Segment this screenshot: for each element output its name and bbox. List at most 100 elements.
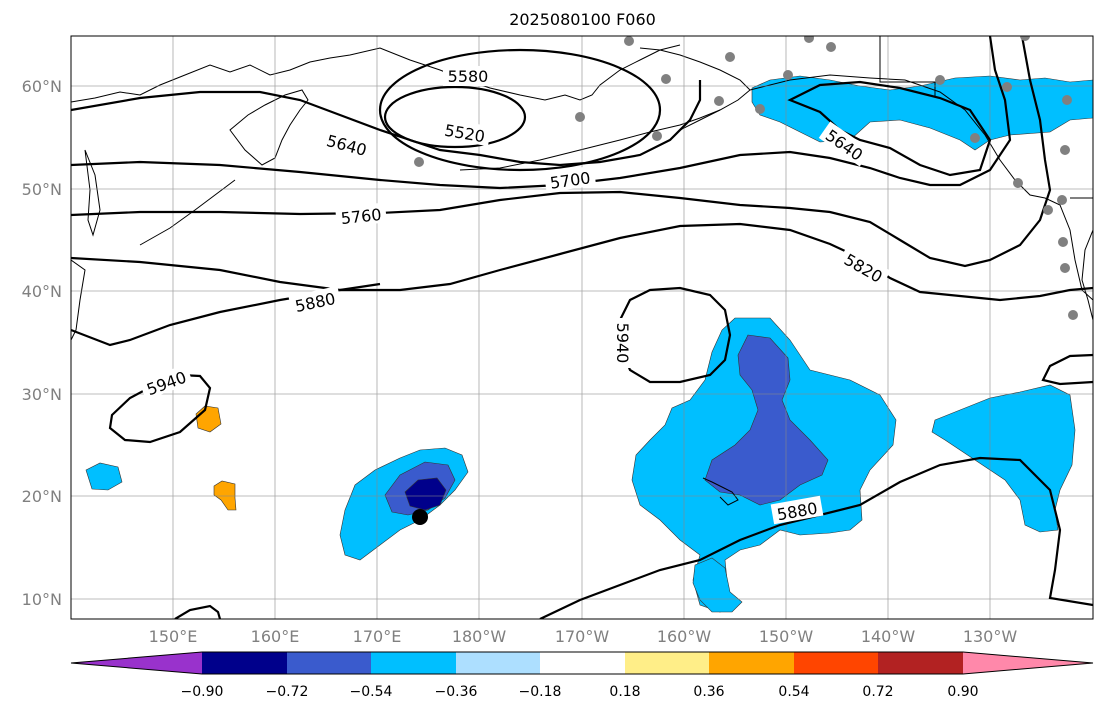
station-marker [652, 131, 662, 141]
colorbar-swatch [625, 652, 709, 674]
lat-label: 40°N [22, 282, 62, 301]
contour-5520 [383, 85, 527, 149]
colorbar-tick-label: 0.36 [693, 684, 724, 700]
coast-japan [71, 259, 86, 341]
coast-kuril [139, 179, 236, 246]
coastlines [71, 36, 1093, 506]
lat-label: 30°N [22, 385, 62, 404]
colorbar-swatch [709, 652, 794, 674]
colorbar-swatch [71, 652, 202, 674]
colorbar-tick-label: −0.54 [350, 684, 393, 700]
colorbar-tick-label: −0.72 [266, 684, 309, 700]
station-marker [826, 42, 836, 52]
negative-region-small [85, 462, 123, 491]
lon-label: 130°W [963, 627, 1018, 646]
lat-label: 50°N [22, 180, 62, 199]
colorbar-swatch [540, 652, 625, 674]
colorbar-swatch [202, 652, 287, 674]
lon-label: 170°E [353, 627, 402, 646]
colorbar-swatch [963, 652, 1093, 674]
colorbar-tick-label: −0.90 [181, 684, 224, 700]
contour-5940-west [108, 373, 212, 444]
colorbar-ticks: −0.90 −0.72 −0.54 −0.36 −0.18 0.18 0.36 … [181, 684, 979, 700]
colorbar [70, 651, 1094, 675]
coast-sakhalin [84, 149, 101, 237]
contour-5700 [71, 36, 1012, 190]
coast-alaska-west [639, 47, 751, 131]
lon-label: 160°W [657, 627, 712, 646]
station-marker [1062, 95, 1072, 105]
station-marker [1020, 36, 1030, 41]
colorbar-swatch [878, 652, 963, 674]
contour-5640 [71, 80, 702, 167]
station-marker [1060, 145, 1070, 155]
station-marker [661, 74, 671, 84]
station-marker [725, 52, 735, 62]
colorbar-tick-label: −0.36 [435, 684, 478, 700]
colorbar-tick-label: 0.90 [947, 684, 978, 700]
station-markers [414, 36, 1078, 320]
station-marker [624, 36, 634, 46]
graticule [71, 36, 1093, 619]
shaded-field [85, 75, 1093, 613]
station-marker [1013, 178, 1023, 188]
station-marker [1002, 82, 1012, 92]
contour-label: 5760 [340, 205, 382, 228]
longitude-labels: 150°E 160°E 170°E 180°W 170°W 160°W 150°… [149, 627, 1018, 646]
colorbar-tick-label: 0.54 [778, 684, 809, 700]
station-marker [970, 133, 980, 143]
contour-bottom [174, 604, 222, 619]
storm-marker [412, 509, 428, 525]
coast-aleutians [459, 109, 721, 171]
lon-label: 140°W [861, 627, 916, 646]
contour-5880 [539, 456, 1093, 619]
contour-5940-central [618, 286, 732, 384]
colorbar-outline [70, 651, 1094, 675]
deep-negative-west [404, 477, 447, 511]
colorbar-swatch [456, 652, 540, 674]
strong-negative-central [704, 334, 829, 506]
station-marker [575, 112, 585, 122]
colorbar-swatch [287, 652, 371, 674]
colorbar-tick-label: 0.72 [862, 684, 893, 700]
coast-hawaii [702, 477, 739, 506]
coast-alaska-south [749, 74, 1093, 301]
station-marker [935, 75, 945, 85]
negative-region-sea [692, 557, 743, 613]
station-marker [1058, 237, 1068, 247]
colorbar-tick-label: 0.18 [609, 684, 640, 700]
station-marker [714, 96, 724, 106]
positive-region-2 [213, 480, 237, 511]
latitude-labels: 60°N 50°N 40°N 30°N 20°N 10°N [22, 77, 62, 609]
lon-label: 150°W [759, 627, 814, 646]
colorbar-swatch [371, 652, 456, 674]
lat-label: 10°N [22, 590, 62, 609]
plot-frame [70, 35, 1094, 620]
contour-5580 [378, 48, 662, 172]
lon-label: 170°W [555, 627, 610, 646]
contour-5880-east [1041, 353, 1093, 386]
coast-kamchatka [229, 89, 309, 166]
lat-label: 20°N [22, 487, 62, 506]
station-marker [414, 157, 424, 167]
station-marker [755, 104, 765, 114]
lat-label: 60°N [22, 77, 62, 96]
colorbar-swatch [794, 652, 878, 674]
lon-label: 160°E [251, 627, 300, 646]
coast-asia [71, 44, 681, 103]
contour-5820 [71, 222, 1093, 302]
station-marker [804, 36, 814, 43]
coast-canada-border [879, 36, 936, 96]
lon-label: 150°E [149, 627, 198, 646]
station-marker [1060, 263, 1070, 273]
lon-label: 180°W [452, 627, 507, 646]
station-marker [783, 70, 793, 80]
coast-us [1070, 197, 1093, 321]
map-title: 2025080100 F060 [509, 10, 656, 29]
contour-label: 5940 [613, 323, 632, 364]
colorbar-tick-label: −0.18 [519, 684, 562, 700]
contour-label: 5580 [448, 67, 489, 86]
station-marker [1068, 310, 1078, 320]
station-marker [1057, 195, 1067, 205]
